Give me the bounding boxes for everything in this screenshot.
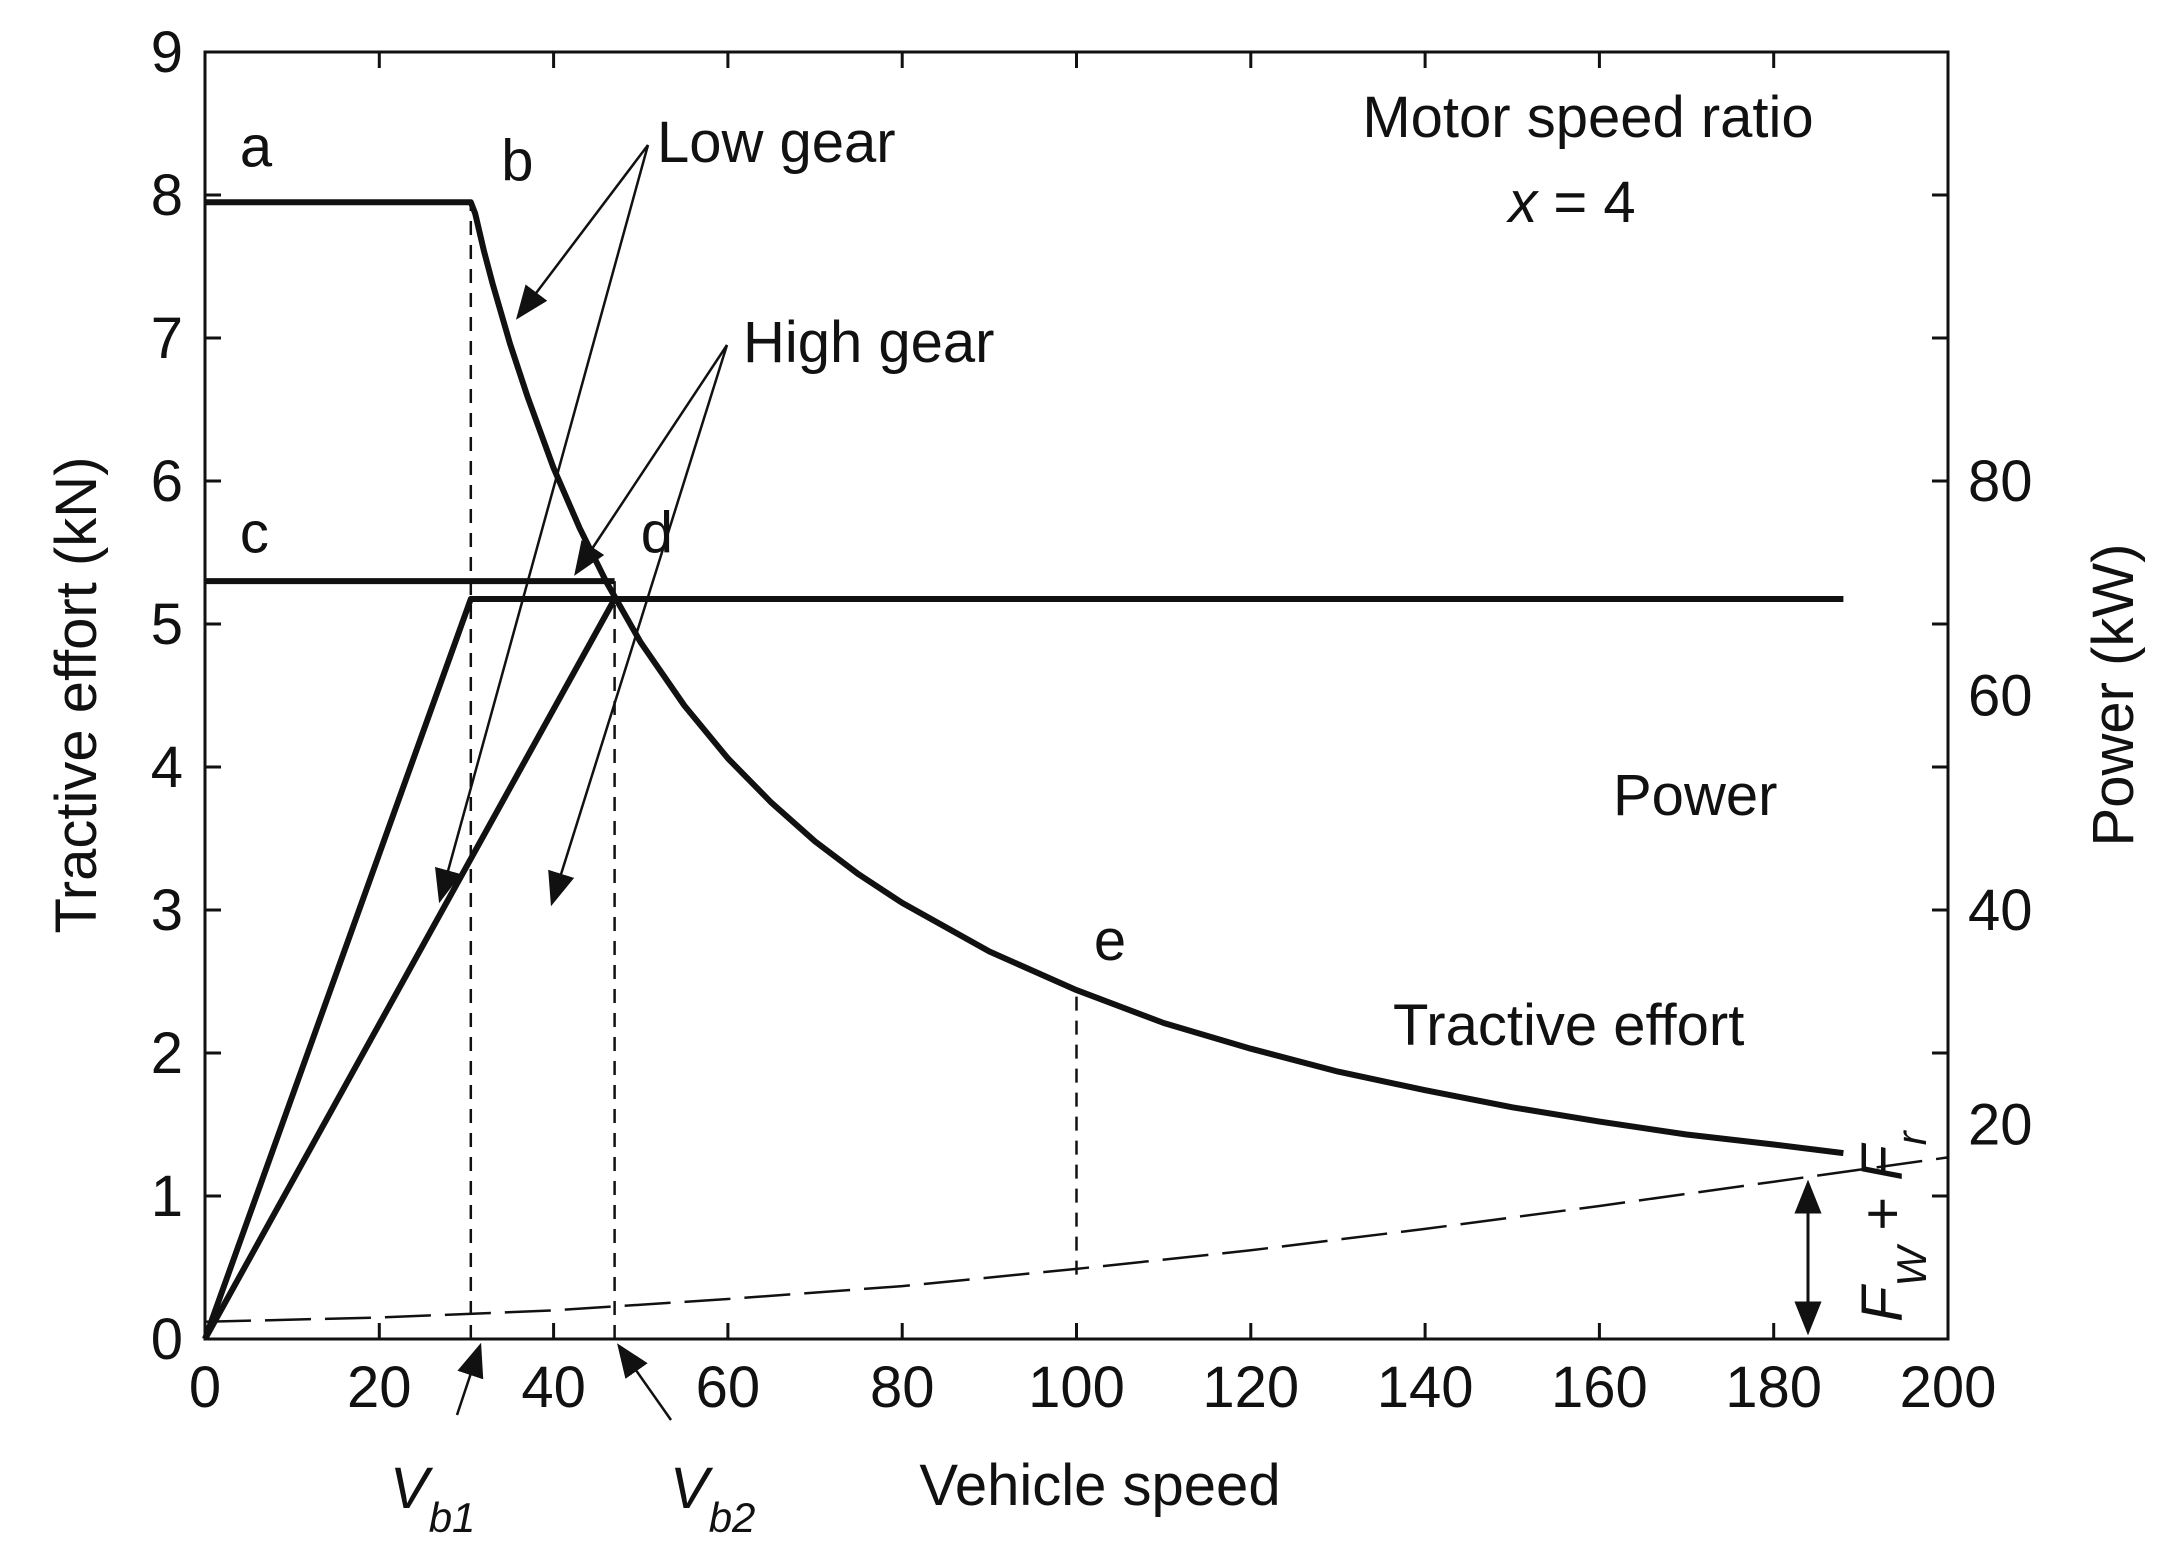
x-tick-label: 120 [1202,1355,1299,1420]
power-label: Power [1613,763,1777,828]
low-gear-arrows [435,144,650,904]
x-tick-label: 180 [1725,1355,1822,1420]
y-tick-label: 9 [151,20,183,85]
series-group [202,199,1949,1341]
low-gear-arrow-effort [515,144,649,320]
low-gear-arrow-power [435,144,650,904]
motor-ratio-line2: x = 4 [1505,170,1635,235]
vb1-pointer [455,1342,484,1416]
low-gear-label: Low gear [657,110,896,175]
y-axis-right: 20 40 60 80 [1968,449,2033,1158]
x-tick-label: 80 [870,1355,935,1420]
resistance-plus: + [1850,1181,1915,1247]
y-tick-label: 1 [151,1164,183,1229]
y2-tick-label: 40 [1968,878,2033,943]
resistance-f: F [1850,1283,1915,1322]
vb2-pointer [617,1343,673,1421]
x-tick-label: 200 [1900,1355,1997,1420]
point-labels: a bc de [240,114,1126,973]
y2-tick-label: 80 [1968,449,2033,514]
motor-ratio-line1: Motor speed ratio [1362,85,1813,150]
point-label: a [240,114,273,179]
x-tick-label: 40 [521,1355,586,1420]
series-line [202,596,1844,1341]
x-tick-label: 140 [1377,1355,1474,1420]
x-tick-label: 20 [347,1355,412,1420]
y2-axis-title: Power (kW) [2081,544,2146,847]
point-label: b [501,129,533,194]
y-axis-left: 0 1 2 3 4 5 6 7 8 9 [151,20,1948,1372]
x-axis-title: Vehicle speed [919,1453,1280,1518]
high-gear-arrows [548,344,729,907]
resistance-r: r [1888,1129,1935,1145]
ratio-variable: x [1505,170,1539,235]
series-line [205,199,1844,1157]
y2-tick-label: 60 [1968,664,2033,729]
vb1-v: V [390,1456,434,1521]
y-tick-label: 0 [151,1307,183,1372]
resistance-w: W [1888,1244,1935,1287]
high-gear-arrow-power [548,344,729,907]
y-tick-label: 5 [151,592,183,657]
series-line [202,597,618,1341]
y-tick-label: 6 [151,449,183,514]
vb2-v: V [670,1456,714,1521]
y-tick-label: 2 [151,1021,183,1086]
high-gear-label: High gear [743,310,994,375]
point-label: c [240,501,269,566]
series-line [204,1156,1949,1324]
x-tick-label: 100 [1028,1355,1125,1420]
x-tick-label: 0 [189,1355,221,1420]
y-tick-label: 4 [151,735,183,800]
x-axis: 0 20 40 60 80 100 120 140 160 180 200 [189,52,1997,1420]
x-tick-label: 160 [1551,1355,1648,1420]
vb2-label: Vb2 [670,1456,755,1541]
ratio-value: = 4 [1537,170,1635,235]
vb2-sub: b2 [709,1494,756,1541]
resistance-f2: F [1850,1142,1915,1181]
vb1-label: Vb1 [390,1456,475,1541]
y-tick-label: 7 [151,306,183,371]
y-axis-title: Tractive effort (kN) [44,457,109,934]
y-tick-label: 3 [151,878,183,943]
resistance-label: FW + Fr [1850,1129,1935,1322]
vb1-sub: b1 [429,1494,476,1541]
y-tick-label: 8 [151,163,183,228]
x-tick-label: 60 [696,1355,761,1420]
point-label: e [1094,908,1126,973]
high-gear-arrow-effort [574,344,729,576]
tractive-effort-label: Tractive effort [1393,993,1744,1058]
y2-tick-label: 20 [1968,1093,2033,1158]
